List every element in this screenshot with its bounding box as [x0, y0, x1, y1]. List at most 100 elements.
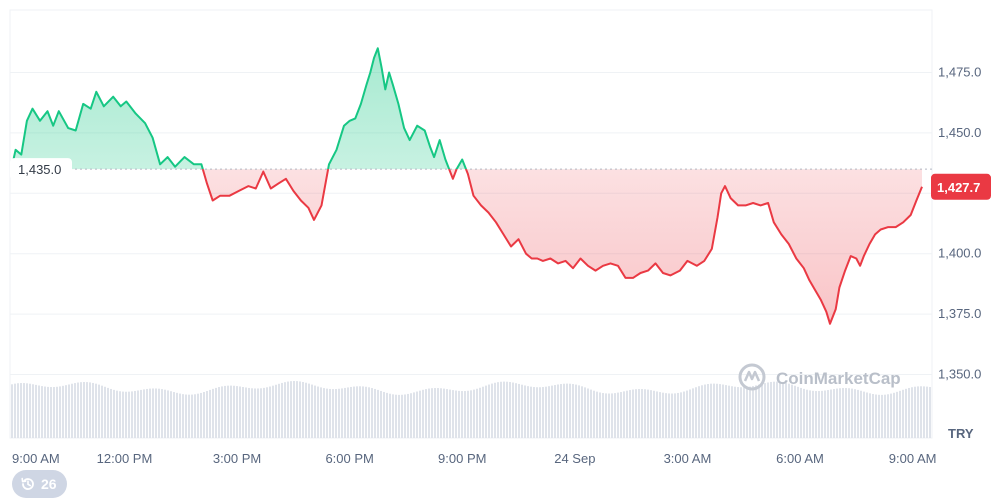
volume-bar: [806, 389, 808, 438]
baseline-label: 1,435.0: [10, 158, 72, 181]
volume-bar: [917, 386, 919, 438]
volume-bar: [56, 386, 58, 438]
volume-bar: [881, 394, 883, 438]
volume-bar: [788, 383, 790, 438]
history-button[interactable]: 26: [12, 470, 67, 498]
volume-bar: [719, 384, 721, 438]
volume-bar: [797, 386, 799, 438]
volume-bar: [866, 392, 868, 438]
volume-bar: [908, 387, 910, 438]
volume-bar: [914, 386, 916, 438]
volume-bar: [119, 391, 121, 438]
volume-bar: [860, 390, 862, 438]
volume-bar: [68, 384, 70, 438]
volume-bar: [533, 387, 535, 438]
price-line-down: [201, 169, 923, 325]
volume-bar: [524, 385, 526, 438]
volume-bar: [47, 386, 49, 438]
volume-bar: [566, 383, 568, 438]
volume-bar: [83, 382, 85, 438]
volume-bar: [878, 394, 880, 438]
volume-bar: [110, 388, 112, 438]
volume-bar: [692, 388, 694, 438]
volume-bar: [215, 387, 217, 438]
volume-bar: [512, 382, 514, 438]
volume-bar: [104, 386, 106, 438]
volume-bar: [659, 392, 661, 438]
volume-bar: [905, 388, 907, 438]
volume-bar: [485, 385, 487, 438]
volume-bar: [620, 392, 622, 438]
x-tick-label: 9:00 AM: [12, 451, 60, 466]
volume-bar: [356, 386, 358, 438]
volume-bar: [653, 390, 655, 438]
y-tick-label: 1,400.0: [938, 246, 981, 261]
volume-bar: [179, 393, 181, 438]
volume-bar: [59, 386, 61, 438]
volume-bar: [260, 388, 262, 438]
volume-bar: [287, 381, 289, 438]
volume-bar: [494, 382, 496, 438]
volume-bar: [500, 381, 502, 438]
watermark-text: CoinMarketCap: [776, 369, 901, 388]
volume-bar: [743, 387, 745, 438]
volume-bar: [305, 382, 307, 438]
volume-bar: [572, 384, 574, 438]
coinmarketcap-watermark: CoinMarketCap: [738, 363, 901, 391]
y-tick-label: 1,475.0: [938, 65, 981, 80]
volume-bar: [542, 387, 544, 438]
volume-bar: [518, 383, 520, 438]
volume-bar: [767, 382, 769, 438]
volume-bar: [893, 392, 895, 438]
volume-bar: [461, 391, 463, 438]
volume-bar: [734, 386, 736, 438]
volume-bar: [839, 388, 841, 438]
x-tick-label: 6:00 AM: [776, 451, 824, 466]
volume-bar: [344, 387, 346, 438]
volume-bar: [650, 390, 652, 438]
volume-bar: [374, 388, 376, 438]
x-axis: 9:00 AM 12:00 PM 3:00 PM 6:00 PM 9:00 PM 24 S…: [12, 451, 936, 466]
volume-bar: [404, 394, 406, 438]
volume-bar: [809, 390, 811, 438]
volume-bar: [314, 385, 316, 438]
volume-bar: [176, 392, 178, 438]
volume-bar: [584, 387, 586, 438]
volume-bar: [146, 388, 148, 438]
x-tick-label: 9:00 PM: [438, 451, 486, 466]
volume-bar: [431, 388, 433, 438]
volume-bar: [29, 383, 31, 438]
volume-bar: [194, 394, 196, 438]
volume-bar: [227, 385, 229, 438]
volume-bar: [329, 388, 331, 438]
volume-bar: [380, 390, 382, 438]
volume-bar: [65, 385, 67, 438]
volume-bar: [362, 386, 364, 438]
volume-bar: [134, 390, 136, 438]
volume-bar: [929, 387, 931, 438]
x-tick-label: 9:00 AM: [889, 451, 937, 466]
volume-bar: [536, 387, 538, 438]
volume-bar: [911, 387, 913, 438]
volume-bar: [338, 388, 340, 438]
volume-bar: [401, 394, 403, 438]
volume-bar: [239, 386, 241, 438]
last-price-badge: 1,427.7: [931, 173, 991, 200]
volume-bar: [704, 384, 706, 438]
volume-bar: [377, 389, 379, 438]
volume-bar: [575, 384, 577, 438]
volume-bar: [26, 383, 28, 438]
volume-bar: [359, 386, 361, 438]
volume-bar: [353, 386, 355, 438]
coinmarketcap-logo-icon: [738, 363, 766, 391]
volume-bar: [386, 392, 388, 438]
volume-bar: [755, 385, 757, 438]
history-icon: [21, 477, 34, 490]
volume-bar: [707, 384, 709, 438]
volume-bar: [785, 382, 787, 438]
y-axis: 1,475.0 1,450.0 1,400.0 1,375.0 1,350.0: [938, 65, 981, 382]
volume-bar: [593, 390, 595, 438]
volume-bar: [674, 393, 676, 438]
volume-bar: [926, 386, 928, 438]
